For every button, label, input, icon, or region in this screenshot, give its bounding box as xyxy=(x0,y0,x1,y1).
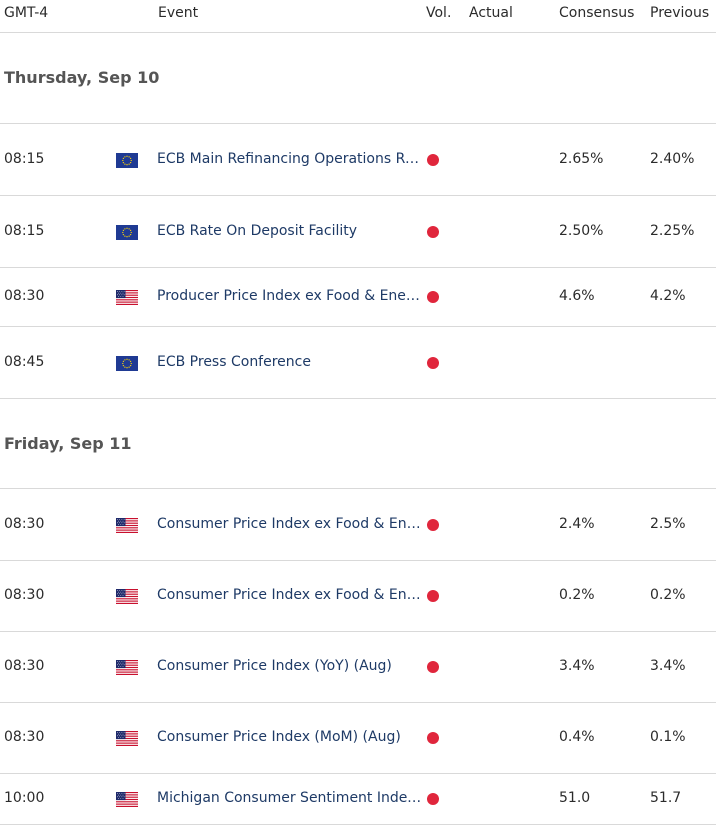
table-row[interactable]: 08:45 ECB Press Conference xyxy=(0,327,716,399)
us-flag-icon xyxy=(116,792,138,807)
event-name-link[interactable]: Producer Price Index ex Food & Energy (Y… xyxy=(157,288,424,304)
high-volatility-icon xyxy=(427,519,439,531)
day-header: Friday, Sep 11 xyxy=(0,399,716,489)
previous-value: 0.2% xyxy=(650,587,686,603)
consensus-header: Consensus xyxy=(559,5,635,21)
previous-header: Previous xyxy=(650,5,710,21)
consensus-value: 2.50% xyxy=(559,223,604,239)
event-time: 08:30 xyxy=(4,658,45,674)
consensus-value: 2.65% xyxy=(559,151,604,167)
event-time: 08:15 xyxy=(4,223,45,239)
timezone-header[interactable]: GMT-4 xyxy=(4,5,49,21)
event-time: 10:00 xyxy=(4,790,45,806)
table-row[interactable]: 08:30 Consumer Price Index (YoY) (Aug) 3.4… xyxy=(0,632,716,703)
day-label: Friday, Sep 11 xyxy=(4,434,132,453)
high-volatility-icon xyxy=(427,661,439,673)
event-header: Event xyxy=(158,5,199,21)
us-flag-icon xyxy=(116,589,138,604)
us-flag-icon xyxy=(116,290,138,305)
event-name-link[interactable]: Consumer Price Index ex Food & Energy (Y… xyxy=(157,516,424,532)
high-volatility-icon xyxy=(427,154,439,166)
vol-header: Vol. xyxy=(426,5,452,21)
day-header: Thursday, Sep 10 xyxy=(0,33,716,124)
event-name-link[interactable]: Consumer Price Index (YoY) (Aug) xyxy=(157,658,392,674)
event-name-link[interactable]: ECB Press Conference xyxy=(157,354,311,370)
previous-value: 3.4% xyxy=(650,658,686,674)
event-name-link[interactable]: ECB Main Refinancing Operations Rate xyxy=(157,151,424,167)
eu-flag-icon xyxy=(116,153,138,168)
high-volatility-icon xyxy=(427,732,439,744)
high-volatility-icon xyxy=(427,291,439,303)
event-time: 08:30 xyxy=(4,516,45,532)
high-volatility-icon xyxy=(427,793,439,805)
high-volatility-icon xyxy=(427,590,439,602)
table-row[interactable]: 08:30 Producer Price Index ex Food & Ener… xyxy=(0,268,716,327)
table-row[interactable]: 08:30 Consumer Price Index (MoM) (Aug) 0.4… xyxy=(0,703,716,774)
eu-flag-icon xyxy=(116,356,138,371)
table-header: GMT-4 Event Vol. Actual Consensus Previo… xyxy=(0,0,716,33)
us-flag-icon xyxy=(116,731,138,746)
consensus-value: 2.4% xyxy=(559,516,595,532)
high-volatility-icon xyxy=(427,357,439,369)
event-name-link[interactable]: Consumer Price Index ex Food & Energy (M… xyxy=(157,587,424,603)
high-volatility-icon xyxy=(427,226,439,238)
event-time: 08:30 xyxy=(4,729,45,745)
consensus-value: 3.4% xyxy=(559,658,595,674)
previous-value: 4.2% xyxy=(650,288,686,304)
previous-value: 51.7 xyxy=(650,790,682,806)
day-label: Thursday, Sep 10 xyxy=(4,68,160,87)
event-name-link[interactable]: Michigan Consumer Sentiment Index (Sep) … xyxy=(157,790,424,806)
table-row[interactable]: 08:30 Consumer Price Index ex Food & Ener… xyxy=(0,561,716,632)
eu-flag-icon xyxy=(116,225,138,240)
consensus-value: 0.2% xyxy=(559,587,595,603)
us-flag-icon xyxy=(116,660,138,675)
event-time: 08:15 xyxy=(4,151,45,167)
us-flag-icon xyxy=(116,518,138,533)
event-name-link[interactable]: Consumer Price Index (MoM) (Aug) xyxy=(157,729,401,745)
previous-value: 0.1% xyxy=(650,729,686,745)
event-time: 08:30 xyxy=(4,288,45,304)
consensus-value: 4.6% xyxy=(559,288,595,304)
previous-value: 2.40% xyxy=(650,151,695,167)
event-name-link[interactable]: ECB Rate On Deposit Facility xyxy=(157,223,358,239)
previous-value: 2.5% xyxy=(650,516,686,532)
previous-value: 2.25% xyxy=(650,223,695,239)
table-row[interactable]: 08:15 ECB Rate On Deposit Facility 2.50% 2.… xyxy=(0,196,716,268)
event-time: 08:30 xyxy=(4,587,45,603)
table-row[interactable]: 08:30 Consumer Price Index ex Food & Ener… xyxy=(0,489,716,561)
consensus-value: 0.4% xyxy=(559,729,595,745)
actual-header: Actual xyxy=(469,5,513,21)
table-row[interactable]: 08:15 ECB Main Refinancing Operations Rat… xyxy=(0,124,716,196)
table-row[interactable]: 10:00 Michigan Consumer Sentiment Index (… xyxy=(0,774,716,825)
event-time: 08:45 xyxy=(4,354,45,370)
consensus-value: 51.0 xyxy=(559,790,591,806)
